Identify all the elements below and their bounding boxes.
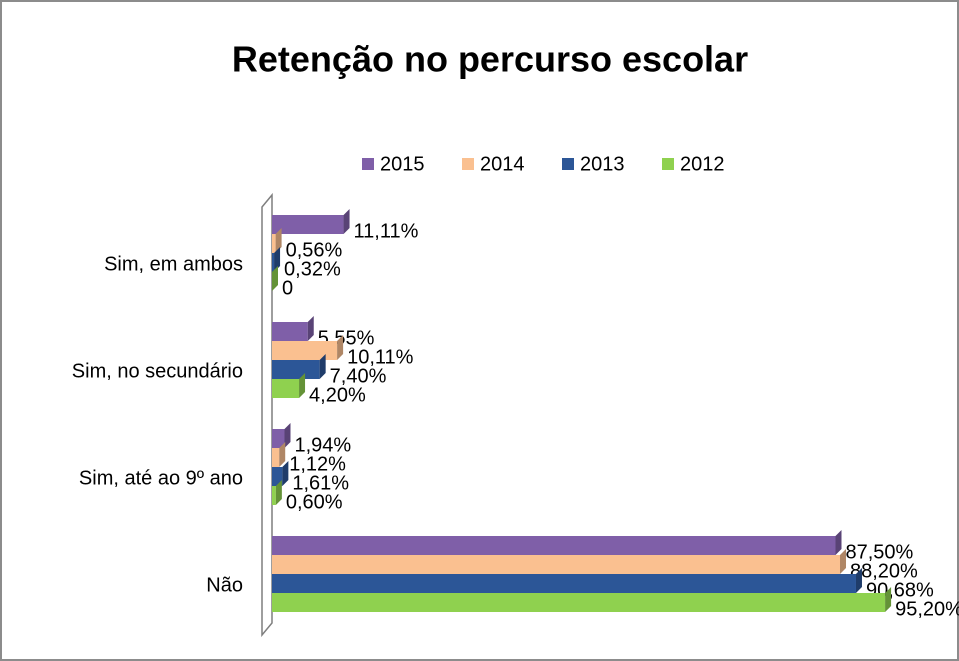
bar: [272, 322, 308, 341]
value-label: 0,56%: [286, 239, 343, 261]
category-label: Sim, no secundário: [72, 360, 243, 382]
value-label: 0: [282, 277, 293, 299]
bar: [272, 360, 320, 379]
legend-label: 2013: [580, 153, 625, 175]
legend-label: 2012: [680, 153, 725, 175]
bar: [272, 215, 344, 234]
bar-depth: [840, 549, 847, 574]
value-label: 1,94%: [294, 434, 351, 456]
value-label: 10,11%: [347, 346, 414, 368]
back-wall: [261, 192, 273, 638]
value-label: 11,11%: [354, 220, 419, 242]
legend-swatch: [462, 158, 474, 170]
value-label: 7,40%: [330, 365, 387, 387]
bar: [272, 448, 280, 467]
bar-depth: [337, 335, 344, 360]
bar: [272, 253, 275, 272]
value-label: 4,20%: [309, 384, 366, 406]
bar-depth: [319, 354, 326, 379]
legend-swatch: [562, 158, 574, 170]
bar: [272, 574, 856, 593]
bar: [272, 486, 276, 505]
bar-depth: [275, 228, 282, 253]
legend-swatch: [362, 158, 374, 170]
bar-depth: [282, 461, 289, 486]
bar: [272, 234, 276, 253]
value-label: 1,12%: [289, 453, 346, 475]
value-label: 0,32%: [284, 258, 341, 280]
bar: [272, 341, 338, 360]
bar: [272, 536, 836, 555]
bar: [272, 429, 285, 448]
category-label: Sim, em ambos: [104, 253, 243, 275]
bar: [272, 593, 886, 612]
legend-label: 2015: [380, 153, 425, 175]
value-label: 1,61%: [292, 472, 349, 494]
value-label: 88,20%: [850, 560, 918, 582]
value-label: 0,60%: [286, 491, 343, 513]
bar-depth: [279, 442, 286, 467]
bar: [272, 467, 283, 486]
bar-depth: [855, 568, 862, 593]
bar-depth: [307, 316, 314, 341]
bar-depth: [343, 209, 350, 234]
bar-depth: [885, 587, 892, 612]
bar: [272, 379, 300, 398]
bar: [272, 555, 841, 574]
bar-depth: [274, 247, 281, 272]
value-label: 87,50%: [846, 541, 914, 563]
category-label: Não: [206, 574, 243, 596]
bar-depth: [272, 266, 278, 291]
chart-title: Retenção no percurso escolar: [232, 39, 748, 80]
category-label: Sim, até ao 9º ano: [79, 467, 243, 489]
bar-depth: [835, 530, 842, 555]
bar-depth: [284, 423, 291, 448]
value-label: 95,20%: [895, 598, 959, 620]
bar-depth: [275, 480, 282, 505]
bar-depth: [299, 373, 306, 398]
legend-label: 2014: [480, 153, 525, 175]
legend-swatch: [662, 158, 674, 170]
